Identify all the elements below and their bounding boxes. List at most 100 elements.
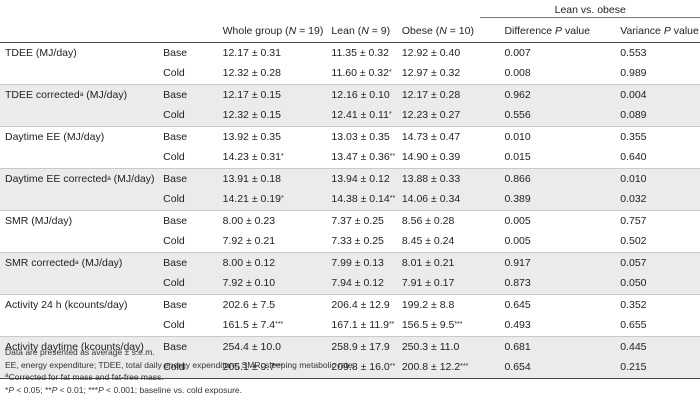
lean-cell: 258.9 ± 17.9 — [331, 336, 402, 358]
column-header-row: Whole group (N = 19) Lean (N = 9) Obese … — [0, 21, 700, 43]
whole-group-cell: 8.00 ± 0.12 — [194, 252, 332, 274]
whole-group-cell: 202.6 ± 7.5 — [194, 294, 332, 316]
obese-cell: 250.3 ± 11.0 — [401, 336, 481, 358]
whole-group-cell: 14.23 ± 0.31* — [222, 151, 284, 164]
whole-group-cell: 12.17 ± 0.15 — [194, 84, 332, 106]
variance-p-cell: 0.032 — [598, 189, 700, 211]
table-row: TDEE correcteda (MJ/day) Base 12.17 ± 0.15… — [0, 84, 700, 106]
variance-p-cell: 0.057 — [598, 252, 700, 274]
table-row: Cold 14.23 ± 0.31* 13.47 ± 0.36** 14.90 ± 0… — [0, 148, 700, 169]
condition-cell: Cold — [163, 189, 195, 211]
variance-p-cell: 0.655 — [620, 319, 647, 332]
footnote-line: *P < 0.05; **P < 0.01; ***P < 0.001; bas… — [5, 384, 243, 395]
difference-p-cell: 0.556 — [480, 105, 599, 127]
difference-p-cell: 0.005 — [504, 235, 531, 248]
lean-cell: 7.33 ± 0.25 — [331, 235, 384, 248]
difference-p-cell: 0.873 — [480, 273, 599, 295]
table-row: Cold 205.1 ± 9.7*** 209.8 ± 16.0** 200.8 ± … — [0, 357, 700, 379]
group-header-row: Lean vs. obese — [0, 0, 700, 21]
lean-cell: 13.03 ± 0.35 — [331, 126, 402, 148]
whole-group-cell: 13.92 ± 0.35 — [194, 126, 332, 148]
variance-p-cell: 0.050 — [598, 273, 700, 295]
whole-group-cell: 7.92 ± 0.21 — [222, 235, 276, 248]
row-label-cell: Activity daytime (kcounts/day) — [0, 336, 164, 358]
difference-p-column-header: Difference P value — [504, 25, 591, 37]
obese-cell: 12.17 ± 0.28 — [401, 84, 481, 106]
footnote-line: Data are presented as average ± s.e.m. — [5, 347, 155, 357]
condition-cell: Base — [163, 46, 188, 59]
obese-cell: 199.2 ± 8.8 — [401, 294, 481, 316]
lean-cell: 209.8 ± 16.0** — [331, 357, 402, 379]
row-label-cell — [0, 105, 164, 127]
row-label-cell: Daytime EE (MJ/day) — [0, 126, 164, 148]
condition-cell: Cold — [163, 273, 195, 295]
table-row: Daytime EE (MJ/day) Base 13.92 ± 0.35 13.03… — [0, 126, 700, 148]
variance-p-column-header: Variance P value — [620, 25, 699, 37]
lean-cell: 14.38 ± 0.14** — [331, 189, 402, 211]
variance-p-cell: 0.004 — [598, 84, 700, 106]
difference-p-cell: 0.493 — [504, 319, 531, 332]
row-label-cell — [0, 232, 163, 253]
obese-cell: 14.90 ± 0.39 — [401, 151, 461, 164]
row-label-cell — [0, 64, 163, 85]
variance-p-cell: 0.757 — [598, 210, 700, 232]
lean-cell: 12.16 ± 0.10 — [331, 84, 402, 106]
whole-group-cell: 12.17 ± 0.31 — [222, 46, 281, 59]
whole-group-column-header: Whole group (N = 19) — [222, 25, 324, 37]
row-label-cell: TDEE (MJ/day) — [5, 46, 77, 59]
table-row: SMR (MJ/day) Base 8.00 ± 0.23 7.37 ± 0.25 8.… — [0, 210, 700, 232]
variance-p-cell: 0.502 — [620, 235, 647, 248]
whole-group-cell: 7.92 ± 0.10 — [194, 273, 332, 295]
lean-cell: 7.99 ± 0.13 — [331, 252, 402, 274]
variance-p-cell: 0.355 — [598, 126, 700, 148]
table-row: Activity daytime (kcounts/day) Base 254.4 … — [0, 336, 700, 358]
variance-p-cell: 0.445 — [598, 336, 700, 358]
variance-p-cell: 0.215 — [598, 357, 700, 379]
footnote-line: EE, energy expenditure; TDEE, total dail… — [5, 359, 355, 370]
whole-group-cell: 161.5 ± 7.4*** — [222, 319, 284, 332]
row-label-cell — [0, 273, 164, 295]
condition-cell: Base — [163, 210, 195, 232]
row-label-cell: Daytime EE correcteda (MJ/day) — [0, 168, 164, 190]
footnote-line: aCorrected for fat mass and fat-free mas… — [5, 372, 164, 382]
difference-p-cell: 0.005 — [480, 210, 599, 232]
condition-cell: Cold — [163, 105, 195, 127]
variance-p-cell: 0.352 — [598, 294, 700, 316]
variance-p-cell: 0.989 — [620, 67, 647, 80]
table-row: Activity 24 h (kcounts/day) Base 202.6 ± 7… — [0, 294, 700, 316]
whole-group-cell: 13.91 ± 0.18 — [194, 168, 332, 190]
difference-p-cell: 0.010 — [480, 126, 599, 148]
condition-cell: Base — [163, 336, 195, 358]
lean-cell: 206.4 ± 12.9 — [331, 294, 402, 316]
whole-group-cell: 205.1 ± 9.7*** — [194, 357, 332, 379]
table-row: TDEE (MJ/day) Base 12.17 ± 0.31 11.35 ± 0.3… — [0, 43, 700, 64]
obese-cell: 156.5 ± 9.5*** — [401, 319, 463, 332]
whole-group-cell: 14.21 ± 0.19* — [194, 189, 332, 211]
lean-cell: 13.94 ± 0.12 — [331, 168, 402, 190]
obese-cell: 13.88 ± 0.33 — [401, 168, 481, 190]
table-row: Cold 12.32 ± 0.28 11.60 ± 0.32* 12.97 ± 0.3… — [0, 64, 700, 85]
obese-cell: 7.91 ± 0.17 — [401, 273, 481, 295]
condition-cell: Cold — [163, 151, 185, 164]
row-label-cell: Activity 24 h (kcounts/day) — [0, 294, 164, 316]
obese-cell: 8.01 ± 0.21 — [401, 252, 481, 274]
obese-cell: 14.06 ± 0.34 — [401, 189, 481, 211]
table-row: Cold 7.92 ± 0.10 7.94 ± 0.12 7.91 ± 0.17 0.8… — [0, 273, 700, 295]
lean-cell: 7.37 ± 0.25 — [331, 210, 402, 232]
row-label-cell — [0, 357, 164, 379]
table-row: Cold 12.32 ± 0.15 12.41 ± 0.11* 12.23 ± 0.2… — [0, 105, 700, 127]
obese-cell: 8.56 ± 0.28 — [401, 210, 481, 232]
condition-cell: Base — [163, 252, 195, 274]
lean-cell: 7.94 ± 0.12 — [331, 273, 402, 295]
difference-p-cell: 0.681 — [480, 336, 599, 358]
obese-cell: 12.92 ± 0.40 — [401, 46, 461, 59]
table-footnotes: Data are presented as average ± s.e.m. E… — [5, 346, 355, 396]
condition-cell: Cold — [163, 67, 185, 80]
variance-p-cell: 0.640 — [620, 151, 647, 164]
obese-cell: 12.97 ± 0.32 — [401, 67, 461, 80]
condition-cell: Base — [163, 84, 195, 106]
obese-cell: 14.73 ± 0.47 — [401, 126, 481, 148]
lean-cell: 11.60 ± 0.32* — [331, 67, 392, 80]
table-row: Cold 14.21 ± 0.19* 14.38 ± 0.14** 14.06 ± 0… — [0, 189, 700, 211]
difference-p-cell: 0.654 — [480, 357, 599, 379]
